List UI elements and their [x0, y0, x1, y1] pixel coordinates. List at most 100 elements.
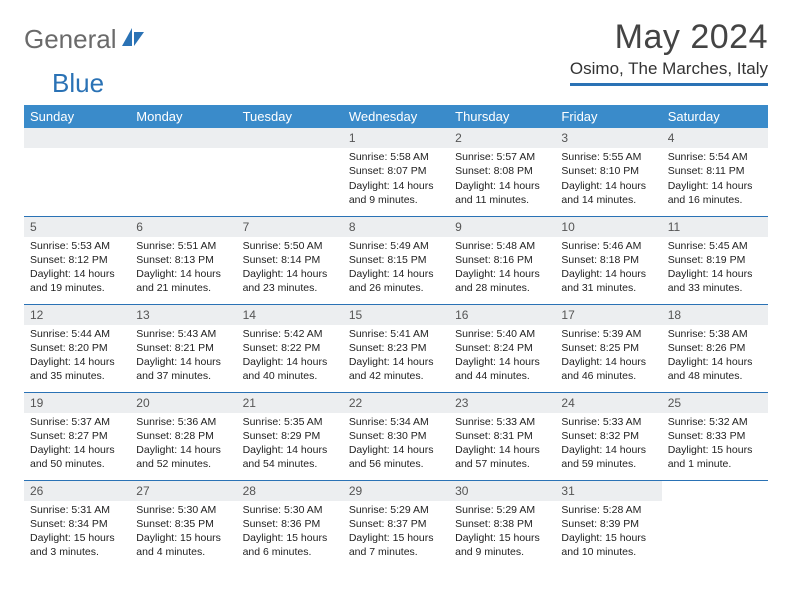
day-line: Sunset: 8:14 PM	[243, 253, 337, 267]
day-line: Sunset: 8:18 PM	[561, 253, 655, 267]
day-line: Sunrise: 5:46 AM	[561, 239, 655, 253]
day-line: Sunrise: 5:51 AM	[136, 239, 230, 253]
day-detail: Sunrise: 5:33 AMSunset: 8:32 PMDaylight:…	[555, 413, 661, 476]
day-detail: Sunrise: 5:55 AMSunset: 8:10 PMDaylight:…	[555, 148, 661, 211]
day-number: 2	[449, 128, 555, 148]
day-number: 24	[555, 393, 661, 413]
calendar-day: 2Sunrise: 5:57 AMSunset: 8:08 PMDaylight…	[449, 128, 555, 216]
calendar-day: 23Sunrise: 5:33 AMSunset: 8:31 PMDayligh…	[449, 392, 555, 480]
day-line: and 46 minutes.	[561, 369, 655, 383]
day-line: and 16 minutes.	[668, 193, 762, 207]
calendar-day	[130, 128, 236, 216]
day-line: and 9 minutes.	[349, 193, 443, 207]
day-line: Sunset: 8:37 PM	[349, 517, 443, 531]
calendar-day: 18Sunrise: 5:38 AMSunset: 8:26 PMDayligh…	[662, 304, 768, 392]
day-line: Sunrise: 5:58 AM	[349, 150, 443, 164]
day-line: Sunrise: 5:37 AM	[30, 415, 124, 429]
day-line: and 19 minutes.	[30, 281, 124, 295]
day-line: and 50 minutes.	[30, 457, 124, 471]
day-line: Daylight: 14 hours	[349, 443, 443, 457]
day-number: 4	[662, 128, 768, 148]
calendar-day: 16Sunrise: 5:40 AMSunset: 8:24 PMDayligh…	[449, 304, 555, 392]
day-line: and 23 minutes.	[243, 281, 337, 295]
day-line: and 4 minutes.	[136, 545, 230, 559]
calendar-day	[662, 480, 768, 568]
day-number: 16	[449, 305, 555, 325]
day-line: Daylight: 15 hours	[349, 531, 443, 545]
weekday-header: Monday	[130, 105, 236, 128]
day-detail: Sunrise: 5:34 AMSunset: 8:30 PMDaylight:…	[343, 413, 449, 476]
calendar-day: 30Sunrise: 5:29 AMSunset: 8:38 PMDayligh…	[449, 480, 555, 568]
day-number: 11	[662, 217, 768, 237]
calendar-day: 4Sunrise: 5:54 AMSunset: 8:11 PMDaylight…	[662, 128, 768, 216]
day-line: Sunrise: 5:30 AM	[136, 503, 230, 517]
day-line: Sunset: 8:10 PM	[561, 164, 655, 178]
day-line: Daylight: 14 hours	[455, 179, 549, 193]
day-line: Sunrise: 5:42 AM	[243, 327, 337, 341]
day-line: Daylight: 15 hours	[136, 531, 230, 545]
day-line: Sunset: 8:21 PM	[136, 341, 230, 355]
calendar-day: 6Sunrise: 5:51 AMSunset: 8:13 PMDaylight…	[130, 216, 236, 304]
day-line: Daylight: 14 hours	[349, 179, 443, 193]
day-line: Sunset: 8:07 PM	[349, 164, 443, 178]
calendar-day	[24, 128, 130, 216]
day-line: Sunset: 8:25 PM	[561, 341, 655, 355]
day-number: 27	[130, 481, 236, 501]
day-number: 29	[343, 481, 449, 501]
day-line: Sunrise: 5:31 AM	[30, 503, 124, 517]
day-line: and 52 minutes.	[136, 457, 230, 471]
day-line: Daylight: 14 hours	[30, 355, 124, 369]
day-line: Sunrise: 5:29 AM	[349, 503, 443, 517]
calendar-day: 5Sunrise: 5:53 AMSunset: 8:12 PMDaylight…	[24, 216, 130, 304]
weekday-header: Thursday	[449, 105, 555, 128]
day-line: Sunrise: 5:43 AM	[136, 327, 230, 341]
day-detail: Sunrise: 5:51 AMSunset: 8:13 PMDaylight:…	[130, 237, 236, 300]
calendar-day: 31Sunrise: 5:28 AMSunset: 8:39 PMDayligh…	[555, 480, 661, 568]
calendar-day: 17Sunrise: 5:39 AMSunset: 8:25 PMDayligh…	[555, 304, 661, 392]
calendar-day: 1Sunrise: 5:58 AMSunset: 8:07 PMDaylight…	[343, 128, 449, 216]
day-line: Sunset: 8:28 PM	[136, 429, 230, 443]
day-line: and 56 minutes.	[349, 457, 443, 471]
brand-logo: General	[24, 24, 146, 55]
day-detail: Sunrise: 5:40 AMSunset: 8:24 PMDaylight:…	[449, 325, 555, 388]
day-number: 14	[237, 305, 343, 325]
day-detail	[237, 148, 343, 154]
calendar-table: Sunday Monday Tuesday Wednesday Thursday…	[24, 105, 768, 568]
day-line: Sunrise: 5:41 AM	[349, 327, 443, 341]
calendar-week: 1Sunrise: 5:58 AMSunset: 8:07 PMDaylight…	[24, 128, 768, 216]
day-detail	[130, 148, 236, 154]
day-line: Daylight: 14 hours	[136, 443, 230, 457]
day-line: and 48 minutes.	[668, 369, 762, 383]
day-line: Sunrise: 5:36 AM	[136, 415, 230, 429]
day-line: Daylight: 14 hours	[349, 355, 443, 369]
day-line: and 54 minutes.	[243, 457, 337, 471]
calendar-day: 22Sunrise: 5:34 AMSunset: 8:30 PMDayligh…	[343, 392, 449, 480]
day-line: Sunrise: 5:35 AM	[243, 415, 337, 429]
day-line: Daylight: 15 hours	[455, 531, 549, 545]
sail-icon	[120, 24, 146, 55]
day-line: Sunrise: 5:49 AM	[349, 239, 443, 253]
day-line: Daylight: 14 hours	[668, 179, 762, 193]
day-line: Daylight: 14 hours	[136, 355, 230, 369]
day-detail: Sunrise: 5:57 AMSunset: 8:08 PMDaylight:…	[449, 148, 555, 211]
day-line: Daylight: 14 hours	[455, 443, 549, 457]
day-detail: Sunrise: 5:39 AMSunset: 8:25 PMDaylight:…	[555, 325, 661, 388]
day-line: Daylight: 15 hours	[561, 531, 655, 545]
day-line: and 28 minutes.	[455, 281, 549, 295]
day-number	[130, 128, 236, 148]
day-detail: Sunrise: 5:28 AMSunset: 8:39 PMDaylight:…	[555, 501, 661, 564]
calendar-week: 26Sunrise: 5:31 AMSunset: 8:34 PMDayligh…	[24, 480, 768, 568]
calendar-day: 24Sunrise: 5:33 AMSunset: 8:32 PMDayligh…	[555, 392, 661, 480]
calendar-day: 29 Sunrise: 5:29 AMSunset: 8:37 PMDayligh…	[343, 480, 449, 568]
day-line: Daylight: 14 hours	[561, 267, 655, 281]
day-line: Sunrise: 5:54 AM	[668, 150, 762, 164]
day-line: Sunrise: 5:39 AM	[561, 327, 655, 341]
day-number: 6	[130, 217, 236, 237]
day-line: Sunset: 8:15 PM	[349, 253, 443, 267]
day-line: Daylight: 14 hours	[30, 443, 124, 457]
calendar-day: 21Sunrise: 5:35 AMSunset: 8:29 PMDayligh…	[237, 392, 343, 480]
calendar-day: 15Sunrise: 5:41 AMSunset: 8:23 PMDayligh…	[343, 304, 449, 392]
weekday-header: Saturday	[662, 105, 768, 128]
day-line: Sunrise: 5:48 AM	[455, 239, 549, 253]
day-line: and 10 minutes.	[561, 545, 655, 559]
